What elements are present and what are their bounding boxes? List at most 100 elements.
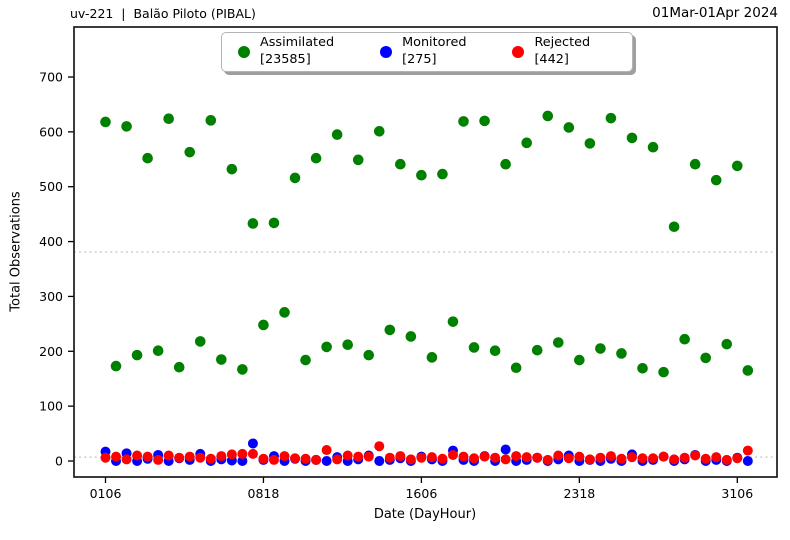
rejected-point-1706 xyxy=(437,453,448,464)
assimilated-point-2518 xyxy=(616,348,627,359)
assimilated-point-2106 xyxy=(521,137,532,149)
assimilated-point-1106 xyxy=(310,152,322,164)
rejected-point-2706 xyxy=(648,453,659,464)
rejected-point-1606 xyxy=(416,452,427,463)
assimilated-point-0806 xyxy=(247,218,259,229)
assimilated-point-2606 xyxy=(626,132,638,144)
rejected-point-0418 xyxy=(174,452,185,463)
assimilated-point-3106 xyxy=(732,160,743,172)
assimilated-point-2018 xyxy=(510,362,522,374)
assimilated-point-0406 xyxy=(163,113,174,124)
legend-item-rejected: Rejected [442] xyxy=(512,35,590,68)
assimilated-point-1806 xyxy=(458,116,469,127)
legend-count: [442] xyxy=(534,52,569,67)
rejected-point-2618 xyxy=(637,453,648,464)
assimilated-point-2718 xyxy=(658,366,669,378)
y-tick-label: 700 xyxy=(39,70,63,85)
rejected-point-3118 xyxy=(742,445,753,456)
assimilated-point-1406 xyxy=(373,126,385,137)
assimilated-point-3006 xyxy=(710,174,722,186)
x-axis-label: Date (DayHour) xyxy=(373,507,477,522)
assimilated-point-2406 xyxy=(584,138,596,149)
y-tick-label: 300 xyxy=(39,289,63,304)
rejected-point-1818 xyxy=(469,453,480,464)
rejected-point-0818 xyxy=(258,453,269,464)
assimilated-points xyxy=(100,110,754,378)
rejected-point-0706 xyxy=(226,449,237,460)
rejected-point-0918 xyxy=(279,451,290,462)
monitored-marker-icon xyxy=(380,46,393,58)
assimilated-point-2006 xyxy=(500,158,511,170)
assimilated-point-0106 xyxy=(100,116,111,128)
monitored-point-3118 xyxy=(742,456,753,466)
assimilated-point-1906 xyxy=(479,115,490,127)
rejected-point-0206 xyxy=(121,454,132,465)
rejected-point-2718 xyxy=(658,451,669,462)
rejected-point-1206 xyxy=(332,454,343,465)
rejected-point-1518 xyxy=(405,454,416,465)
assimilated-point-1206 xyxy=(331,129,343,140)
assimilated-point-1506 xyxy=(395,158,406,170)
rejected-points xyxy=(100,441,753,465)
rejected-point-1106 xyxy=(311,454,322,465)
assimilated-point-1218 xyxy=(342,339,353,351)
chart-title: uv-221 | Balão Piloto (PIBAL) xyxy=(70,6,256,21)
rejected-point-1018 xyxy=(300,453,311,464)
rejected-point-2406 xyxy=(584,454,595,465)
rejected-point-1718 xyxy=(447,449,458,460)
rejected-point-2106 xyxy=(521,452,532,463)
assimilated-point-2818 xyxy=(679,333,690,345)
rejected-point-1306 xyxy=(353,451,364,462)
legend-item-assimilated: Assimilated [23585] xyxy=(238,35,334,68)
rejected-point-2518 xyxy=(616,453,627,464)
legend: Assimilated [23585] Monitored [275] Reject… xyxy=(221,32,633,72)
rejected-point-2506 xyxy=(605,451,616,462)
assimilated-point-1518 xyxy=(405,331,417,342)
rejected-point-2118 xyxy=(532,452,543,463)
assimilated-point-0718 xyxy=(237,364,248,375)
assimilated-point-2418 xyxy=(595,343,606,354)
assimilated-point-0118 xyxy=(110,360,122,372)
rejected-point-2018 xyxy=(511,451,522,462)
assimilated-point-1606 xyxy=(416,169,427,181)
rejected-point-0606 xyxy=(205,453,216,464)
rejected-point-2318 xyxy=(574,451,585,462)
assimilated-point-0306 xyxy=(142,152,153,164)
rejected-point-1118 xyxy=(321,445,332,456)
assimilated-point-2218 xyxy=(552,337,564,348)
assimilated-point-2306 xyxy=(563,122,575,133)
assimilated-point-1918 xyxy=(489,345,501,357)
rejected-point-2918 xyxy=(700,453,711,464)
rejected-point-0106 xyxy=(100,452,111,463)
legend-count: [275] xyxy=(402,52,437,67)
assimilated-point-0318 xyxy=(152,345,164,357)
rejected-point-1806 xyxy=(458,451,469,462)
rejected-point-0806 xyxy=(247,448,258,459)
rejected-point-1406 xyxy=(374,441,385,452)
rejected-point-0518 xyxy=(195,452,206,463)
legend-item-monitored: Monitored [275] xyxy=(380,35,466,68)
assimilated-point-2618 xyxy=(637,362,648,374)
assimilated-point-0518 xyxy=(194,336,206,347)
assimilated-point-1118 xyxy=(321,341,332,353)
rejected-point-3006 xyxy=(711,452,722,463)
assimilated-point-0706 xyxy=(226,163,238,175)
rejected-point-2806 xyxy=(669,454,680,465)
assimilated-point-1618 xyxy=(426,352,438,363)
assimilated-point-1306 xyxy=(352,154,364,166)
rejected-point-1418 xyxy=(384,452,395,463)
assimilated-point-1006 xyxy=(289,172,301,184)
assimilated-point-0418 xyxy=(173,361,185,373)
rejected-point-2206 xyxy=(542,454,553,465)
assimilated-point-0206 xyxy=(121,121,132,132)
monitored-point-1406 xyxy=(374,456,385,466)
assimilated-point-2506 xyxy=(605,112,617,124)
rejected-point-0406 xyxy=(163,450,174,461)
rejected-point-2418 xyxy=(595,452,606,463)
rejected-point-2306 xyxy=(563,453,574,464)
rejected-point-1218 xyxy=(342,450,353,461)
assimilated-point-2706 xyxy=(647,141,659,153)
x-tick-label: 1606 xyxy=(405,486,437,501)
